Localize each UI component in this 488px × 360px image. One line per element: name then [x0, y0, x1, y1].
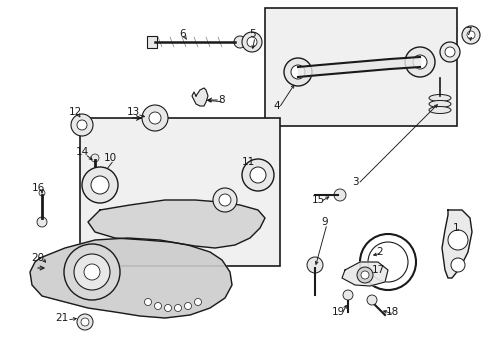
- Circle shape: [84, 264, 100, 280]
- Circle shape: [64, 244, 120, 300]
- Circle shape: [439, 42, 459, 62]
- Text: 16: 16: [31, 183, 44, 193]
- Circle shape: [77, 314, 93, 330]
- Circle shape: [366, 295, 376, 305]
- Polygon shape: [192, 88, 207, 106]
- Circle shape: [89, 176, 101, 188]
- Text: 7: 7: [464, 27, 470, 37]
- Circle shape: [91, 176, 109, 194]
- Bar: [264, 8, 456, 126]
- Text: 18: 18: [385, 307, 398, 317]
- Circle shape: [149, 112, 161, 124]
- Text: 17: 17: [370, 265, 384, 275]
- Text: 6: 6: [179, 29, 186, 39]
- Bar: [147, 36, 157, 48]
- Circle shape: [249, 167, 265, 183]
- Text: 5: 5: [248, 29, 255, 39]
- Circle shape: [184, 302, 191, 310]
- Circle shape: [461, 26, 479, 44]
- Circle shape: [404, 47, 434, 77]
- Text: 12: 12: [68, 107, 81, 117]
- Text: 9: 9: [321, 217, 327, 227]
- Polygon shape: [88, 200, 264, 248]
- Polygon shape: [441, 210, 471, 278]
- Circle shape: [342, 290, 352, 300]
- Polygon shape: [341, 262, 387, 286]
- Circle shape: [219, 194, 230, 206]
- Circle shape: [234, 36, 245, 48]
- Circle shape: [142, 105, 168, 131]
- Circle shape: [82, 167, 118, 203]
- Circle shape: [466, 31, 474, 39]
- Circle shape: [39, 190, 45, 196]
- Circle shape: [164, 305, 171, 311]
- Circle shape: [242, 32, 262, 52]
- Text: 4: 4: [273, 101, 280, 111]
- Circle shape: [194, 298, 201, 306]
- Circle shape: [154, 302, 161, 310]
- Ellipse shape: [428, 94, 450, 102]
- Circle shape: [81, 318, 89, 326]
- Circle shape: [360, 271, 368, 279]
- Text: 13: 13: [126, 107, 140, 117]
- Circle shape: [356, 267, 372, 283]
- Circle shape: [444, 47, 454, 57]
- Circle shape: [306, 257, 323, 273]
- Polygon shape: [30, 238, 231, 318]
- Circle shape: [213, 188, 237, 212]
- Text: 11: 11: [241, 157, 254, 167]
- Text: 2: 2: [376, 247, 383, 257]
- Circle shape: [77, 120, 87, 130]
- Circle shape: [284, 58, 311, 86]
- Circle shape: [447, 230, 467, 250]
- Circle shape: [91, 154, 99, 162]
- Text: 19: 19: [331, 307, 344, 317]
- Text: 10: 10: [103, 153, 116, 163]
- Circle shape: [144, 298, 151, 306]
- Circle shape: [74, 254, 110, 290]
- Bar: [80, 118, 280, 266]
- Text: 20: 20: [31, 253, 44, 263]
- Circle shape: [450, 258, 464, 272]
- Circle shape: [412, 55, 426, 69]
- Text: 8: 8: [218, 95, 225, 105]
- Circle shape: [174, 305, 181, 311]
- Ellipse shape: [428, 107, 450, 113]
- Circle shape: [246, 37, 257, 47]
- Text: 14: 14: [75, 147, 88, 157]
- Circle shape: [71, 114, 93, 136]
- Circle shape: [242, 159, 273, 191]
- Circle shape: [333, 189, 346, 201]
- Circle shape: [290, 65, 305, 79]
- Text: 21: 21: [55, 313, 68, 323]
- Ellipse shape: [428, 100, 450, 108]
- Text: 3: 3: [351, 177, 358, 187]
- Text: 1: 1: [452, 223, 458, 233]
- Text: 15: 15: [311, 195, 324, 205]
- Circle shape: [37, 217, 47, 227]
